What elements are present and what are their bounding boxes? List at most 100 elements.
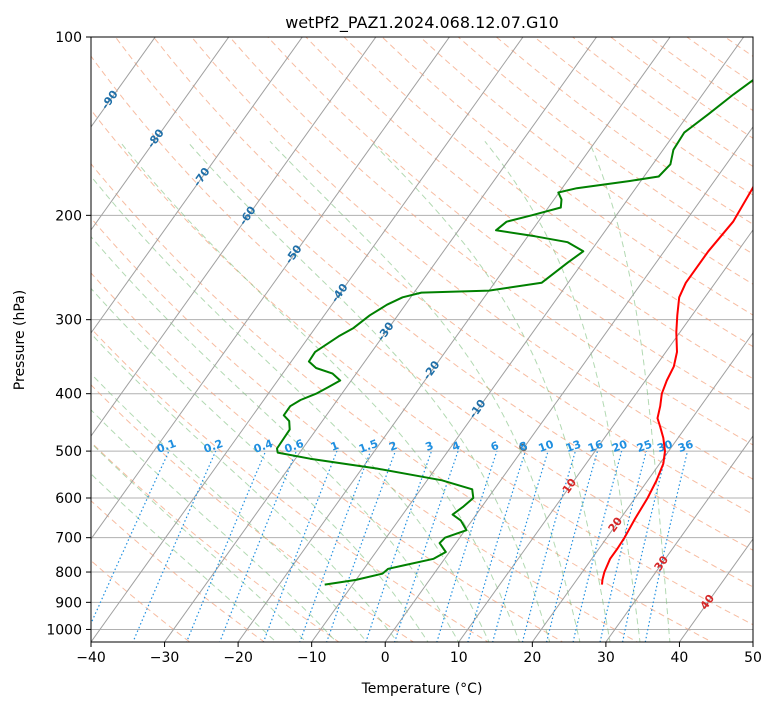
isotherm-line <box>384 126 753 642</box>
mixing-ratio-line <box>365 450 433 642</box>
isotherm-line <box>163 37 598 642</box>
moist-adiabat <box>91 372 368 642</box>
mixing-ratio-line <box>599 450 647 642</box>
dry-adiabat <box>114 37 753 551</box>
mixing-ratio-label: 1.5 <box>357 437 380 456</box>
mixing-ratio-label: 2 <box>387 439 399 454</box>
dry-adiabats <box>91 37 753 642</box>
x-tick-label: −20 <box>223 650 253 666</box>
dry-adiabat <box>91 109 753 626</box>
isotherm-line <box>678 538 753 642</box>
x-tick-label: 50 <box>744 650 762 666</box>
moist-adiabats <box>91 140 671 642</box>
moist-adiabat <box>484 140 641 642</box>
mixing-ratio-line <box>185 450 267 642</box>
mixing-ratio-label: 4 <box>450 439 462 454</box>
isotherm-line <box>458 229 753 642</box>
dry-adiabat <box>91 441 340 642</box>
moist-adiabat <box>588 141 671 642</box>
mixing-ratio-label: 36 <box>676 438 695 456</box>
isotherm-line <box>91 37 524 642</box>
y-tick-label: 900 <box>55 595 82 611</box>
isotherm-line <box>91 37 156 128</box>
dry-adiabat <box>91 384 415 642</box>
mixing-ratio-label: 3 <box>424 439 436 454</box>
moist-adiabat <box>370 140 611 642</box>
dry-adiabat <box>419 37 753 285</box>
mixing-ratio-line <box>132 450 217 642</box>
x-tick-label: 10 <box>450 650 468 666</box>
y-tick-label: 700 <box>55 531 82 547</box>
mixing-ratio-label: 10 <box>537 438 556 456</box>
dry-adiabat <box>91 327 489 642</box>
y-tick-label: 300 <box>55 313 82 329</box>
y-tick-label: 400 <box>55 387 82 403</box>
isotherm-line <box>605 435 753 642</box>
dry-adiabat <box>91 163 713 642</box>
x-tick-label: −10 <box>297 650 327 666</box>
y-tick-label: 100 <box>55 30 82 46</box>
skewed-isotherms <box>91 37 753 642</box>
x-axis-ticks: −40 −30 −20 −10 0 10 20 30 40 50 <box>76 642 762 666</box>
moist-adiabat <box>91 332 399 642</box>
pressure-gridlines <box>91 37 753 630</box>
y-axis-ticks: 1000 900 800 700 600 500 400 300 200 100 <box>46 30 91 638</box>
x-tick-label: 0 <box>381 650 390 666</box>
dry-adiabat <box>305 37 753 380</box>
mixing-ratio-line <box>621 450 668 642</box>
mixing-ratio-line <box>521 450 576 642</box>
mixing-ratio-line <box>219 450 297 642</box>
isotherm-line <box>91 37 377 437</box>
mixing-ratio-label: 20 <box>610 438 629 456</box>
y-tick-label: 200 <box>55 208 82 224</box>
isotherm-line <box>311 37 745 642</box>
sounding-series <box>276 78 753 586</box>
dry-adiabat <box>91 500 266 642</box>
isotherm-line <box>531 332 753 642</box>
isotherm-line <box>91 37 303 334</box>
dry-adiabat <box>190 37 753 480</box>
moist-adiabat <box>119 140 520 642</box>
dewpoint-profile-line <box>276 78 753 586</box>
y-tick-label: 1000 <box>46 622 82 638</box>
mixing-ratio-line <box>545 450 599 642</box>
plot-frame <box>90 36 754 643</box>
mixing-ratio-label: 0.6 <box>283 437 306 456</box>
dry-adiabat <box>343 37 753 348</box>
plot-area: -100-90-80-70-60-50-40-30-20-10010203040… <box>91 37 753 642</box>
isotherm-line <box>237 37 671 642</box>
mixing-ratio-label: 13 <box>564 438 583 455</box>
isotherm-line <box>91 37 451 540</box>
temperature-profile-line <box>601 185 753 585</box>
dry-adiabat <box>91 272 564 642</box>
x-tick-label: −40 <box>76 650 106 666</box>
mixing-ratio-label: 0.1 <box>155 437 178 456</box>
mixing-ratio-line <box>394 450 459 642</box>
x-tick-label: 40 <box>671 650 689 666</box>
mixing-ratio-label: 1 <box>329 439 341 454</box>
mixing-ratio-label: 0.2 <box>202 437 225 456</box>
y-axis-label: Pressure (hPa) <box>12 290 28 390</box>
mixing-ratio-labels: 0.1 0.2 0.4 0.6 1 1.5 2 3 4 6 8 10 13 16 20 25 30 36 <box>155 437 695 456</box>
mixing-ratio-lines <box>91 450 689 642</box>
mixing-ratio-line <box>644 450 689 642</box>
x-tick-label: 30 <box>597 650 615 666</box>
mixing-ratio-line <box>467 450 526 642</box>
mixing-ratio-label: 8 <box>518 439 530 454</box>
y-tick-label: 800 <box>55 565 82 581</box>
y-tick-label: 500 <box>55 444 82 460</box>
dry-adiabat <box>152 37 753 515</box>
moist-adiabat <box>91 287 429 642</box>
isotherm-line <box>91 37 230 231</box>
mixing-ratio-label: 0.4 <box>252 437 275 456</box>
mixing-ratio-line <box>492 450 549 642</box>
mixing-ratio-line <box>572 450 623 642</box>
x-tick-label: 20 <box>523 650 541 666</box>
chart-title: wetPf2_PAZ1.2024.068.12.07.G10 <box>285 13 559 33</box>
mixing-ratio-label: 16 <box>586 438 605 456</box>
y-tick-label: 600 <box>55 491 82 507</box>
moist-adiabat <box>186 140 551 642</box>
moist-adiabat <box>91 442 307 642</box>
dry-adiabat <box>91 55 753 588</box>
